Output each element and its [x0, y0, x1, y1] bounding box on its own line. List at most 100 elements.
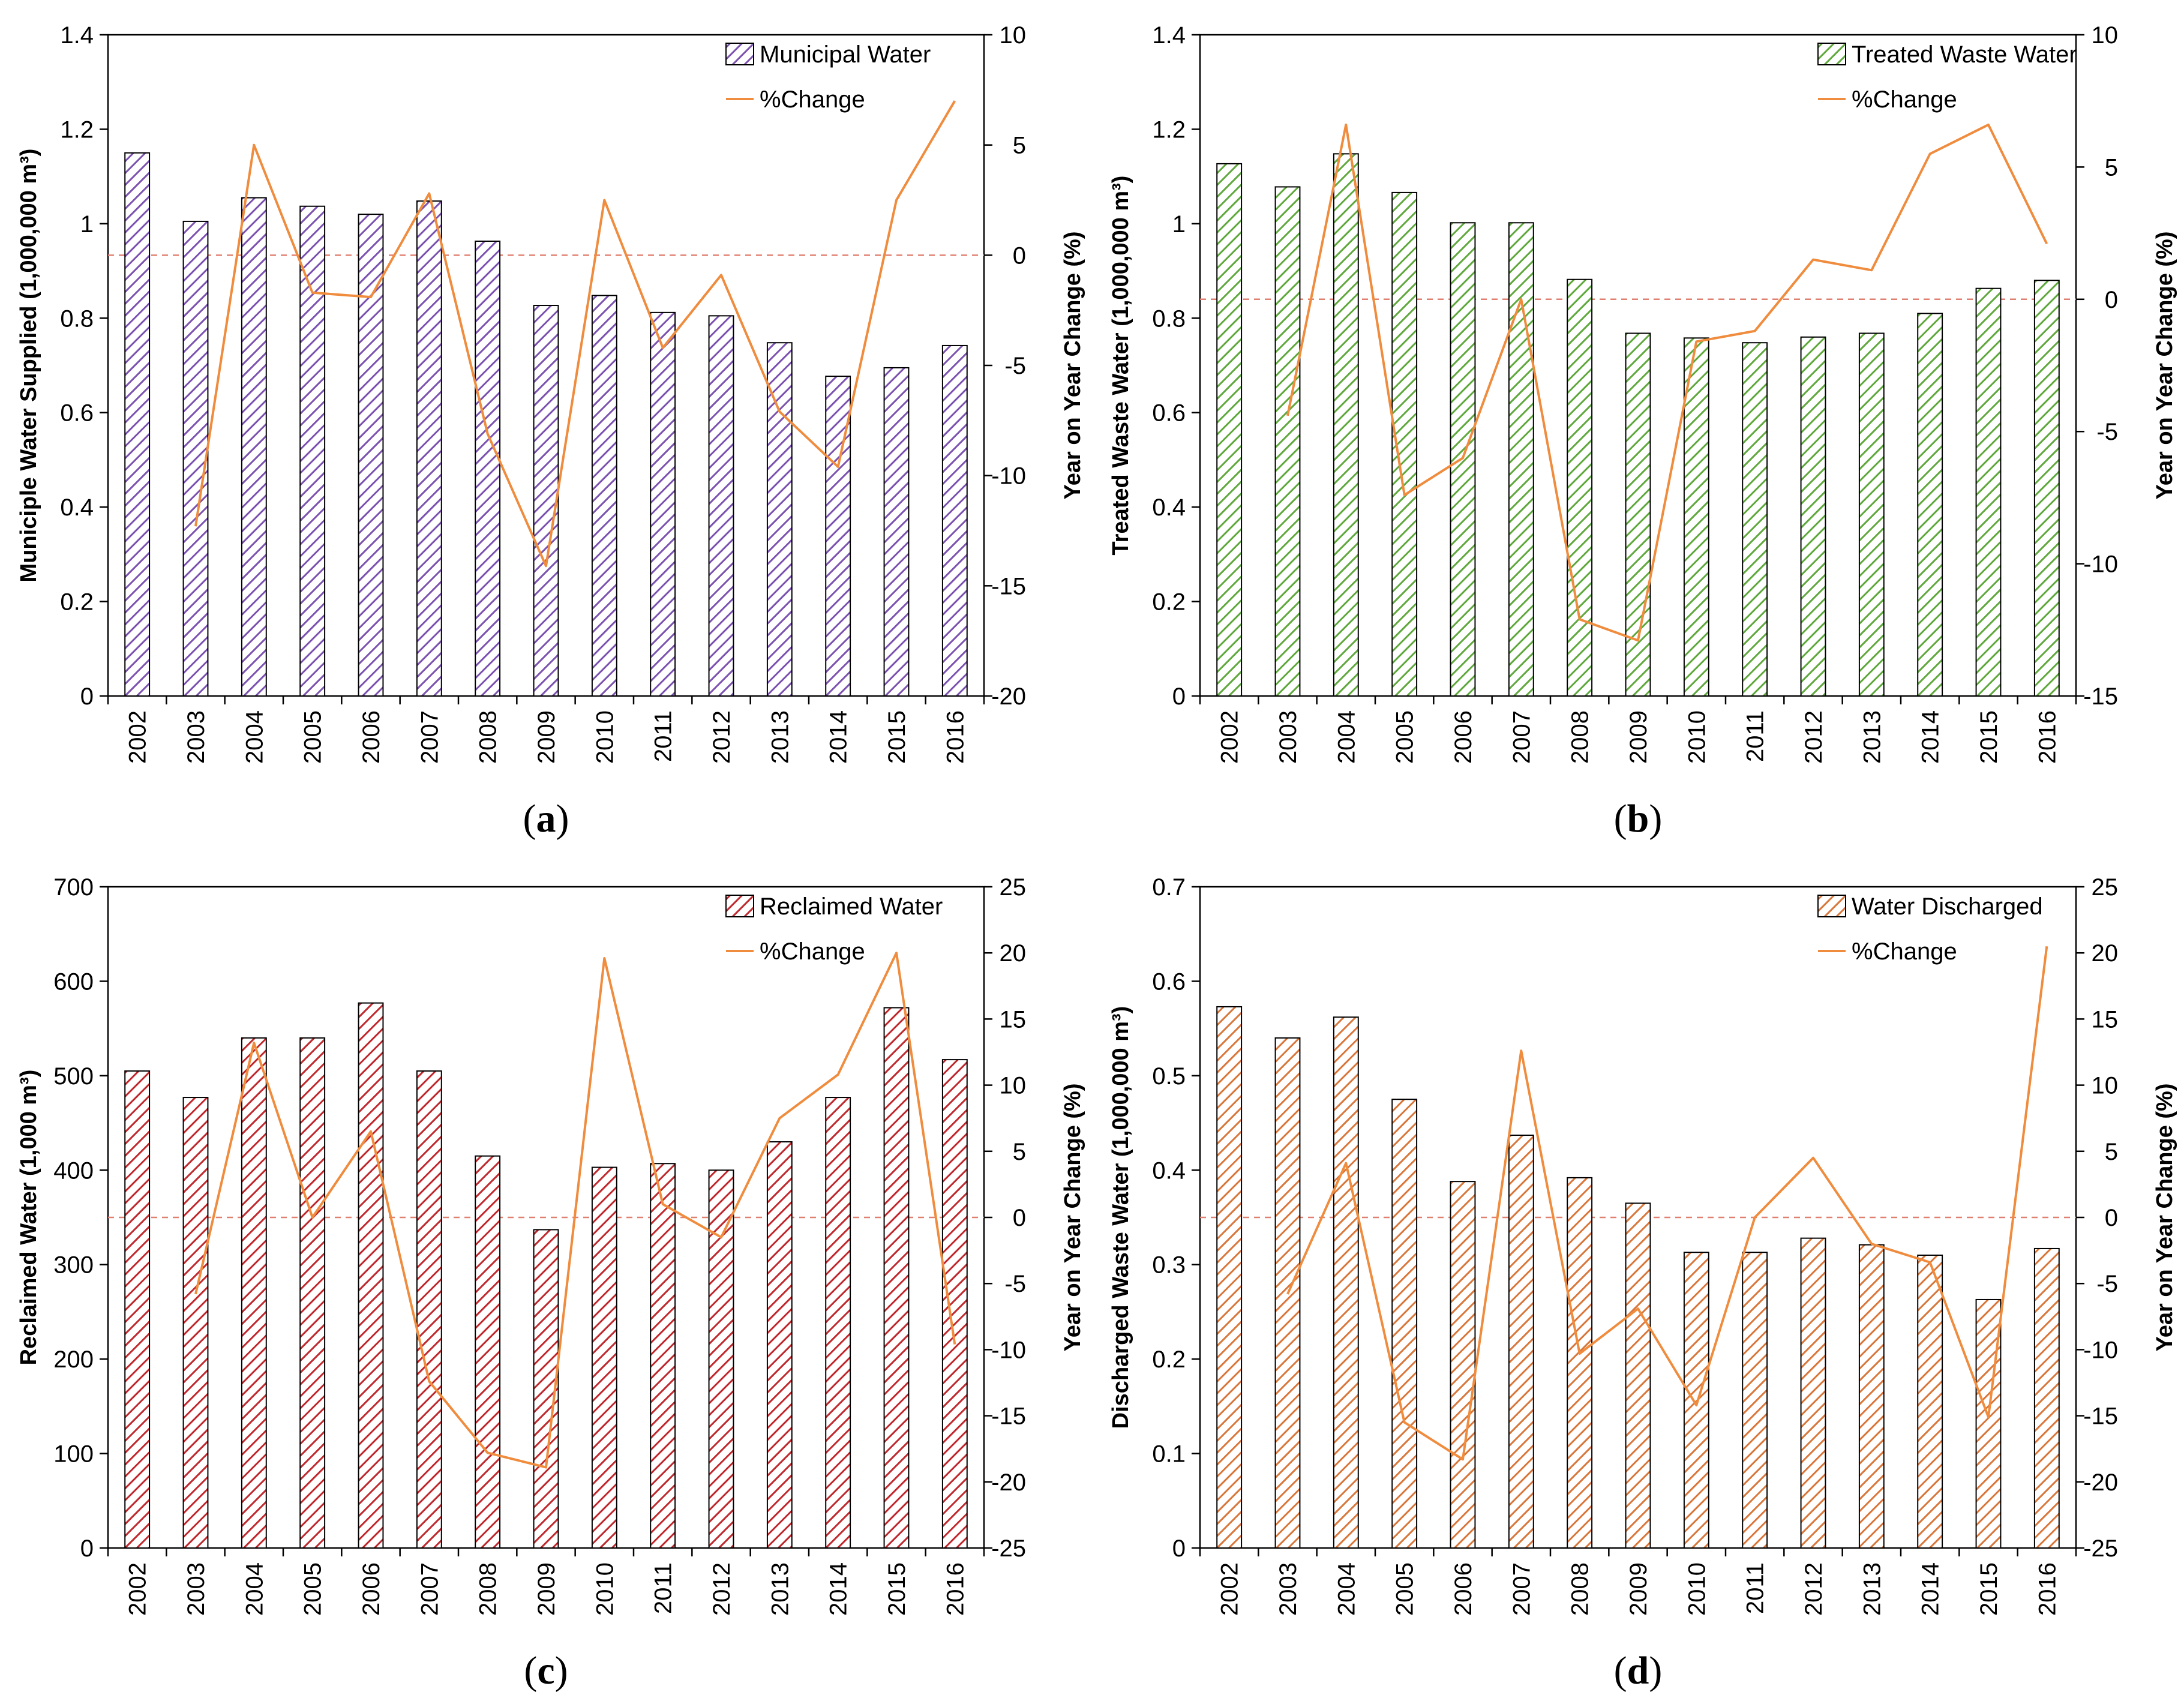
x-tick-label: 2003 — [183, 1562, 209, 1616]
x-tick-label: 2008 — [475, 710, 502, 764]
y-right-tick-label: -5 — [2096, 1271, 2118, 1297]
y-right-tick-label: 0 — [2105, 287, 2118, 313]
bar-2007 — [1508, 222, 1534, 697]
bar-2004 — [241, 1037, 267, 1549]
x-tick-label: 2010 — [1684, 710, 1710, 764]
legend-bar-swatch — [725, 895, 754, 917]
x-tick-label: 2005 — [300, 710, 326, 764]
bar-2011 — [1742, 1252, 1768, 1549]
y-left-tick-label: 0.5 — [1152, 1063, 1186, 1090]
y-right-tick-label: -5 — [2096, 419, 2118, 445]
line-series-change — [194, 952, 956, 1469]
y-right-tick-label: 5 — [2105, 154, 2118, 181]
bar-2004 — [241, 197, 267, 697]
bar-2010 — [1683, 1252, 1709, 1549]
y-right-axis-title: Year on Year Change (%) — [2152, 1083, 2177, 1351]
bar-2010 — [591, 295, 617, 697]
chart-d: 0 0.1 0.2 0.3 0.4 0.5 0.6 0.7 -25 -20 -15 -10 -5 0 5 10… — [1108, 874, 2177, 1693]
bar-2010 — [591, 1166, 617, 1549]
y-left-tick-label: 700 — [53, 874, 94, 901]
x-tick-label: 2004 — [1333, 1562, 1360, 1616]
legend-line-label: %Change — [760, 86, 865, 113]
y-right-tick-label: -15 — [991, 573, 1026, 599]
x-tick-label: 2007 — [1508, 1562, 1535, 1616]
y-right-tick-label: -20 — [2083, 1469, 2118, 1496]
bar-2013 — [766, 342, 793, 697]
x-tick-label: 2014 — [1918, 1562, 1944, 1616]
bar-2010 — [1683, 337, 1709, 697]
bar-2016 — [941, 344, 968, 697]
x-tick-label: 2008 — [1567, 710, 1594, 764]
y-left-tick-label: 0.4 — [1152, 1157, 1186, 1184]
x-tick-label: 2006 — [1450, 710, 1477, 764]
bar-2016 — [2033, 1247, 2060, 1549]
y-right-tick-label: 0 — [1013, 1205, 1026, 1231]
y-left-tick-label: 1 — [1172, 211, 1186, 238]
y-left-tick-label: 0 — [80, 683, 94, 710]
legend-line-label: %Change — [1852, 86, 1957, 113]
y-left-axis-title: Discharged Waste Water (1,000,000 m³) — [1108, 1006, 1133, 1429]
y-left-tick-label: 1.4 — [1152, 22, 1186, 49]
x-tick-label: 2008 — [475, 1562, 502, 1616]
y-left-tick-label: 400 — [53, 1157, 94, 1184]
y-left-tick-label: 0.4 — [60, 494, 94, 521]
x-tick-label: 2016 — [942, 710, 968, 764]
x-tick-label: 2004 — [241, 710, 268, 764]
y-right-tick-label: 10 — [1000, 1073, 1027, 1099]
x-tick-label: 2003 — [1275, 710, 1301, 764]
y-right-tick-label: 15 — [1000, 1006, 1027, 1033]
y-left-tick-label: 0.3 — [1152, 1252, 1186, 1279]
y-left-axis-title: Reclaimed Water (1,000 m³) — [16, 1070, 41, 1366]
y-left-tick-label: 1.4 — [60, 22, 94, 49]
legend-bar-swatch — [1817, 895, 1846, 917]
legend-bar-swatch — [1817, 43, 1846, 65]
legend-bar-label: Reclaimed Water — [760, 893, 943, 920]
x-tick-label: 2007 — [416, 710, 443, 764]
bar-2016 — [2033, 280, 2060, 697]
bar-2009 — [533, 305, 559, 697]
y-right-tick-label: -10 — [2083, 551, 2118, 578]
y-right-tick-label: 25 — [2092, 874, 2119, 901]
x-tick-label: 2014 — [826, 710, 852, 764]
bar-2007 — [1508, 1135, 1534, 1549]
chart-panel-c: 0 100 200 300 400 500 600 700 -25 -20 -15 -10 -5 0 5 10… — [0, 852, 1092, 1704]
y-left-tick-label: 0.4 — [1152, 494, 1186, 521]
bar-2015 — [1975, 287, 2002, 697]
y-right-tick-label: -10 — [2083, 1337, 2118, 1363]
y-right-tick-label: 10 — [1000, 22, 1027, 49]
bar-2006 — [1450, 1181, 1476, 1549]
y-left-tick-label: 0 — [1172, 683, 1186, 710]
legend-line-label: %Change — [1852, 938, 1957, 965]
bar-2015 — [883, 367, 910, 697]
bar-2002 — [1216, 1006, 1243, 1549]
y-left-tick-label: 0.6 — [1152, 400, 1186, 427]
x-tick-label: 2003 — [1275, 1562, 1301, 1616]
y-right-axis-title: Year on Year Change (%) — [2152, 231, 2177, 499]
chart-panel-a: 0 0.2 0.4 0.6 0.8 1 1.2 1.4 -20 -15 -10 -5 0 5 10 2002 2… — [0, 0, 1092, 852]
x-tick-label: 2002 — [125, 710, 151, 764]
x-tick-label: 2007 — [416, 1562, 443, 1616]
x-tick-label: 2016 — [2034, 710, 2060, 764]
x-tick-label: 2008 — [1567, 1562, 1594, 1616]
y-left-tick-label: 0.2 — [60, 589, 94, 616]
y-left-tick-label: 600 — [53, 968, 94, 995]
x-tick-label: 2005 — [1392, 1562, 1418, 1616]
y-left-tick-label: 1 — [80, 211, 94, 238]
x-tick-label: 2013 — [1859, 710, 1885, 764]
x-tick-label: 2002 — [1217, 1562, 1243, 1616]
y-right-tick-label: 20 — [2092, 940, 2119, 967]
y-left-tick-label: 0.6 — [1152, 968, 1186, 995]
y-left-axis-title: Municiple Water Supplied (1,000,000 m³) — [16, 149, 41, 583]
chart-panel-b: 0 0.2 0.4 0.6 0.8 1 1.2 1.4 -15 -10 -5 0 5 10 2002 2003… — [1092, 0, 2184, 852]
panel-caption: (d) — [1614, 1649, 1663, 1693]
y-right-tick-label: -25 — [991, 1535, 1026, 1562]
y-right-tick-label: -25 — [2083, 1535, 2118, 1562]
chart-b: 0 0.2 0.4 0.6 0.8 1 1.2 1.4 -15 -10 -5 0 5 10 2002 2003… — [1108, 22, 2177, 841]
y-left-axis-title: Treated Waste Water (1,000,000 m³) — [1108, 176, 1133, 556]
y-left-tick-label: 0.2 — [1152, 589, 1186, 616]
y-right-tick-label: 25 — [1000, 874, 1027, 901]
x-tick-label: 2015 — [1976, 710, 2002, 764]
bar-2015 — [883, 1007, 910, 1549]
panel-caption: (a) — [523, 797, 569, 841]
y-left-tick-label: 300 — [53, 1252, 94, 1279]
